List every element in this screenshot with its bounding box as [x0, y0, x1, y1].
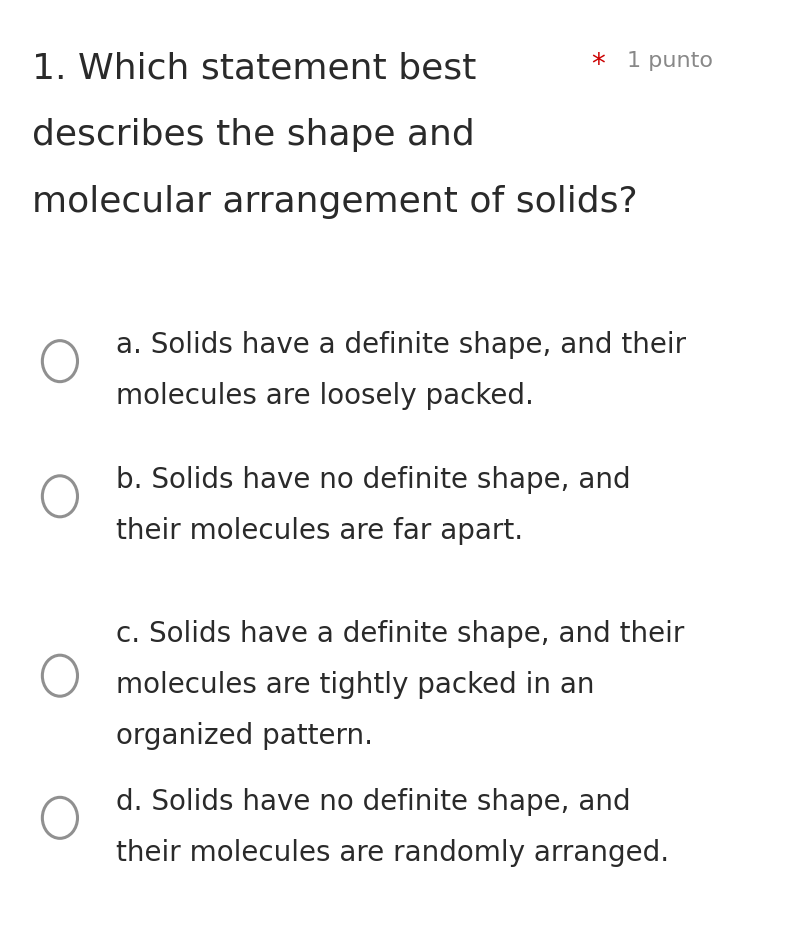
Text: c. Solids have a definite shape, and their: c. Solids have a definite shape, and the…	[116, 620, 684, 648]
Text: organized pattern.: organized pattern.	[116, 722, 373, 750]
Text: 1. Which statement best: 1. Which statement best	[32, 51, 476, 85]
Text: *: *	[591, 51, 605, 79]
Text: d. Solids have no definite shape, and: d. Solids have no definite shape, and	[116, 788, 630, 816]
Text: their molecules are far apart.: their molecules are far apart.	[116, 517, 523, 545]
Text: their molecules are randomly arranged.: their molecules are randomly arranged.	[116, 839, 669, 867]
Text: describes the shape and: describes the shape and	[32, 118, 475, 152]
Text: molecules are loosely packed.: molecules are loosely packed.	[116, 382, 534, 410]
Text: a. Solids have a definite shape, and their: a. Solids have a definite shape, and the…	[116, 331, 686, 359]
Text: molecular arrangement of solids?: molecular arrangement of solids?	[32, 185, 638, 219]
Text: b. Solids have no definite shape, and: b. Solids have no definite shape, and	[116, 466, 630, 494]
Text: 1 punto: 1 punto	[627, 51, 714, 71]
Text: molecules are tightly packed in an: molecules are tightly packed in an	[116, 671, 594, 699]
